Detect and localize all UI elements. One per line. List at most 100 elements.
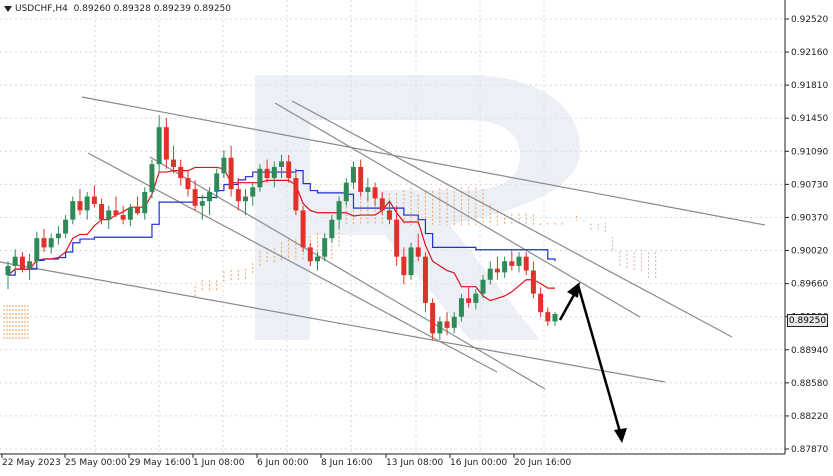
- candle-body[interactable]: [422, 256, 428, 303]
- candle-body[interactable]: [480, 279, 486, 294]
- candle-body[interactable]: [34, 238, 40, 262]
- candle-body[interactable]: [530, 270, 536, 294]
- candle-body[interactable]: [113, 210, 119, 216]
- candle-body[interactable]: [502, 261, 508, 273]
- candle-body[interactable]: [99, 203, 105, 220]
- x-axis-label: 6 Jun 00:00: [257, 458, 309, 468]
- candle-body[interactable]: [192, 189, 198, 206]
- candle-body[interactable]: [415, 247, 421, 257]
- candle-body[interactable]: [523, 256, 529, 271]
- candle-body[interactable]: [171, 159, 177, 167]
- candle-body[interactable]: [120, 215, 126, 220]
- candle-body[interactable]: [77, 201, 83, 211]
- chart-header: USDCHF,H4 0.89260 0.89328 0.89239 0.8925…: [4, 4, 231, 14]
- candle-body[interactable]: [379, 198, 385, 211]
- candle-body[interactable]: [221, 157, 227, 174]
- x-axis-label: 8 Jun 16:00: [321, 458, 373, 468]
- y-axis-label: 0.91450: [791, 114, 828, 124]
- candle-body[interactable]: [135, 207, 141, 214]
- trend-line[interactable]: [274, 102, 641, 318]
- x-axis-label: 16 Jun 00:00: [450, 458, 507, 468]
- candle-body[interactable]: [516, 256, 522, 266]
- trend-line[interactable]: [291, 100, 733, 338]
- candle-body[interactable]: [358, 166, 364, 192]
- candle-body[interactable]: [538, 293, 544, 313]
- symbol-label: USDCHF,H4: [15, 4, 68, 14]
- candle-body[interactable]: [106, 210, 112, 220]
- trend-line[interactable]: [81, 96, 766, 226]
- candle-body[interactable]: [336, 201, 342, 220]
- candle-body[interactable]: [19, 256, 25, 269]
- candle-body[interactable]: [372, 187, 378, 199]
- candle-body[interactable]: [343, 182, 349, 202]
- candle-body[interactable]: [300, 210, 306, 248]
- candle-body[interactable]: [545, 312, 551, 322]
- candle-body[interactable]: [386, 210, 392, 220]
- candle-body[interactable]: [365, 187, 371, 192]
- candle-body[interactable]: [451, 316, 457, 328]
- candle-body[interactable]: [250, 187, 256, 197]
- candle-body[interactable]: [329, 219, 335, 239]
- y-axis-label: 0.89660: [791, 280, 828, 290]
- candle-body[interactable]: [207, 191, 213, 202]
- candle-body[interactable]: [444, 321, 450, 328]
- candle-body[interactable]: [401, 256, 407, 276]
- candle-body[interactable]: [5, 265, 11, 276]
- candle-body[interactable]: [228, 157, 234, 190]
- candle-body[interactable]: [41, 238, 47, 248]
- candle-body[interactable]: [235, 189, 241, 202]
- candle-body[interactable]: [63, 219, 69, 234]
- candle-body[interactable]: [271, 166, 277, 179]
- candle-body[interactable]: [48, 238, 54, 248]
- candle-body[interactable]: [473, 293, 479, 303]
- candle-body[interactable]: [350, 166, 356, 183]
- candle-body[interactable]: [199, 201, 205, 206]
- candle-body[interactable]: [12, 256, 18, 266]
- candle-body[interactable]: [142, 191, 148, 214]
- candle-body[interactable]: [84, 196, 90, 211]
- x-axis-label: 25 May 00:00: [65, 458, 127, 468]
- candle-body[interactable]: [127, 207, 133, 220]
- candle-body[interactable]: [286, 161, 292, 179]
- candle-body[interactable]: [408, 247, 414, 276]
- candle-body[interactable]: [322, 238, 328, 257]
- triangle-down-icon[interactable]: [4, 5, 12, 12]
- trend-line[interactable]: [87, 152, 498, 373]
- candle-body[interactable]: [552, 313, 558, 322]
- candle-body[interactable]: [257, 168, 263, 188]
- x-axis-label: 13 Jun 08:00: [386, 458, 443, 468]
- candle-body[interactable]: [458, 298, 464, 317]
- y-axis-label: 0.91810: [791, 81, 828, 91]
- candle-body[interactable]: [307, 247, 313, 262]
- x-axis-labels: 22 May 2023 25 May 00:00 29 May 16:00 1 Jun…: [1, 454, 571, 468]
- candle-body[interactable]: [466, 298, 472, 303]
- candle-body[interactable]: [314, 256, 320, 262]
- x-axis-label: 1 Jun 08:00: [193, 458, 245, 468]
- candle-body[interactable]: [509, 261, 515, 266]
- trend-lines: [0, 96, 766, 390]
- candle-body[interactable]: [163, 127, 169, 160]
- candle-body[interactable]: [293, 178, 299, 211]
- candle-body[interactable]: [27, 261, 33, 269]
- trend-line[interactable]: [0, 261, 666, 383]
- candle-body[interactable]: [149, 164, 155, 192]
- candle-body[interactable]: [185, 178, 191, 190]
- y-axis-label: 0.91090: [791, 147, 828, 157]
- candle-body[interactable]: [70, 201, 76, 220]
- candle-body[interactable]: [394, 219, 400, 257]
- candle-body[interactable]: [214, 173, 220, 192]
- candle-body[interactable]: [279, 161, 284, 167]
- candle-body[interactable]: [55, 233, 61, 239]
- candle-body[interactable]: [264, 168, 270, 179]
- candle-body[interactable]: [178, 166, 184, 179]
- candle-body[interactable]: [437, 321, 443, 334]
- candle-body[interactable]: [494, 268, 500, 273]
- candle-body[interactable]: [430, 302, 436, 334]
- candle-body[interactable]: [91, 196, 97, 204]
- candle-body[interactable]: [487, 268, 493, 280]
- candle-body[interactable]: [156, 127, 162, 165]
- trend-line[interactable]: [149, 156, 546, 390]
- candle-body[interactable]: [243, 196, 249, 202]
